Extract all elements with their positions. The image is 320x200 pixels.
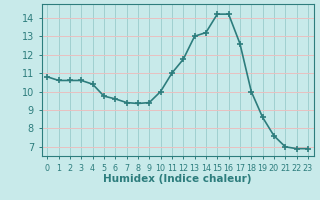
X-axis label: Humidex (Indice chaleur): Humidex (Indice chaleur) [103,174,252,184]
